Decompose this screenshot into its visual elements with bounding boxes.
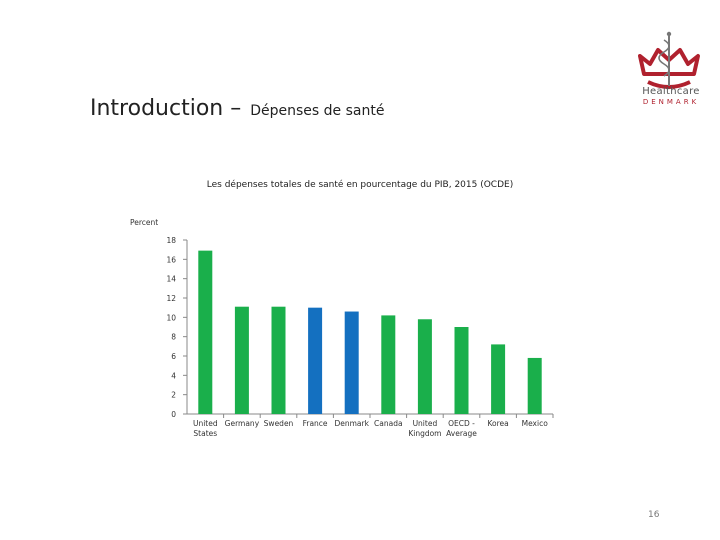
x-tick-label: Canada bbox=[374, 419, 403, 428]
x-tick-label: Sweden bbox=[264, 419, 294, 428]
y-tick-label: 6 bbox=[171, 352, 176, 361]
y-tick-label: 2 bbox=[171, 391, 176, 400]
y-tick-label: 4 bbox=[171, 371, 176, 380]
x-tick-label: United bbox=[193, 419, 218, 428]
y-tick-label: 16 bbox=[166, 255, 176, 264]
x-tick-label: Denmark bbox=[334, 419, 369, 428]
x-tick-label: Average bbox=[446, 429, 477, 438]
bar bbox=[527, 357, 542, 414]
x-tick-label: United bbox=[413, 419, 438, 428]
bar bbox=[344, 311, 359, 414]
x-tick-label: Kingdom bbox=[408, 429, 441, 438]
chart-title: Les dépenses totales de santé en pourcen… bbox=[206, 180, 514, 190]
slide-title: Introduction – Dépenses de santé bbox=[90, 96, 384, 121]
crown-caduceus-icon bbox=[638, 31, 700, 89]
y-axis-label: Percent bbox=[130, 218, 158, 227]
logo-line1: Healthcare bbox=[642, 86, 700, 97]
y-tick-label: 10 bbox=[166, 313, 176, 322]
bar bbox=[234, 306, 249, 414]
bar bbox=[198, 250, 213, 414]
x-tick-label: Germany bbox=[225, 419, 260, 428]
bar bbox=[454, 327, 469, 414]
logo-wordmark: Healthcare DENMARK bbox=[640, 86, 702, 106]
y-tick-label: 8 bbox=[171, 333, 176, 342]
y-tick-label: 0 bbox=[171, 410, 176, 419]
bar bbox=[308, 307, 323, 414]
slide-subtitle: Dépenses de santé bbox=[250, 103, 385, 119]
x-tick-label: France bbox=[303, 419, 328, 428]
bar bbox=[417, 319, 432, 414]
bar bbox=[491, 344, 506, 414]
slide-title-main: Introduction bbox=[90, 96, 224, 121]
x-tick-label: States bbox=[193, 429, 217, 438]
x-tick-label: OECD - bbox=[448, 419, 475, 428]
x-tick-label: Mexico bbox=[522, 419, 549, 428]
x-tick-label: Korea bbox=[487, 419, 508, 428]
y-tick-label: 14 bbox=[166, 275, 176, 284]
y-tick-label: 18 bbox=[166, 236, 176, 245]
bar bbox=[381, 315, 396, 414]
y-tick-label: 12 bbox=[166, 294, 176, 303]
chart-bars bbox=[198, 250, 542, 414]
title-separator: – bbox=[230, 96, 242, 121]
page-number: 16 bbox=[648, 510, 660, 520]
logo-line2: DENMARK bbox=[642, 98, 700, 106]
bar bbox=[271, 306, 286, 414]
